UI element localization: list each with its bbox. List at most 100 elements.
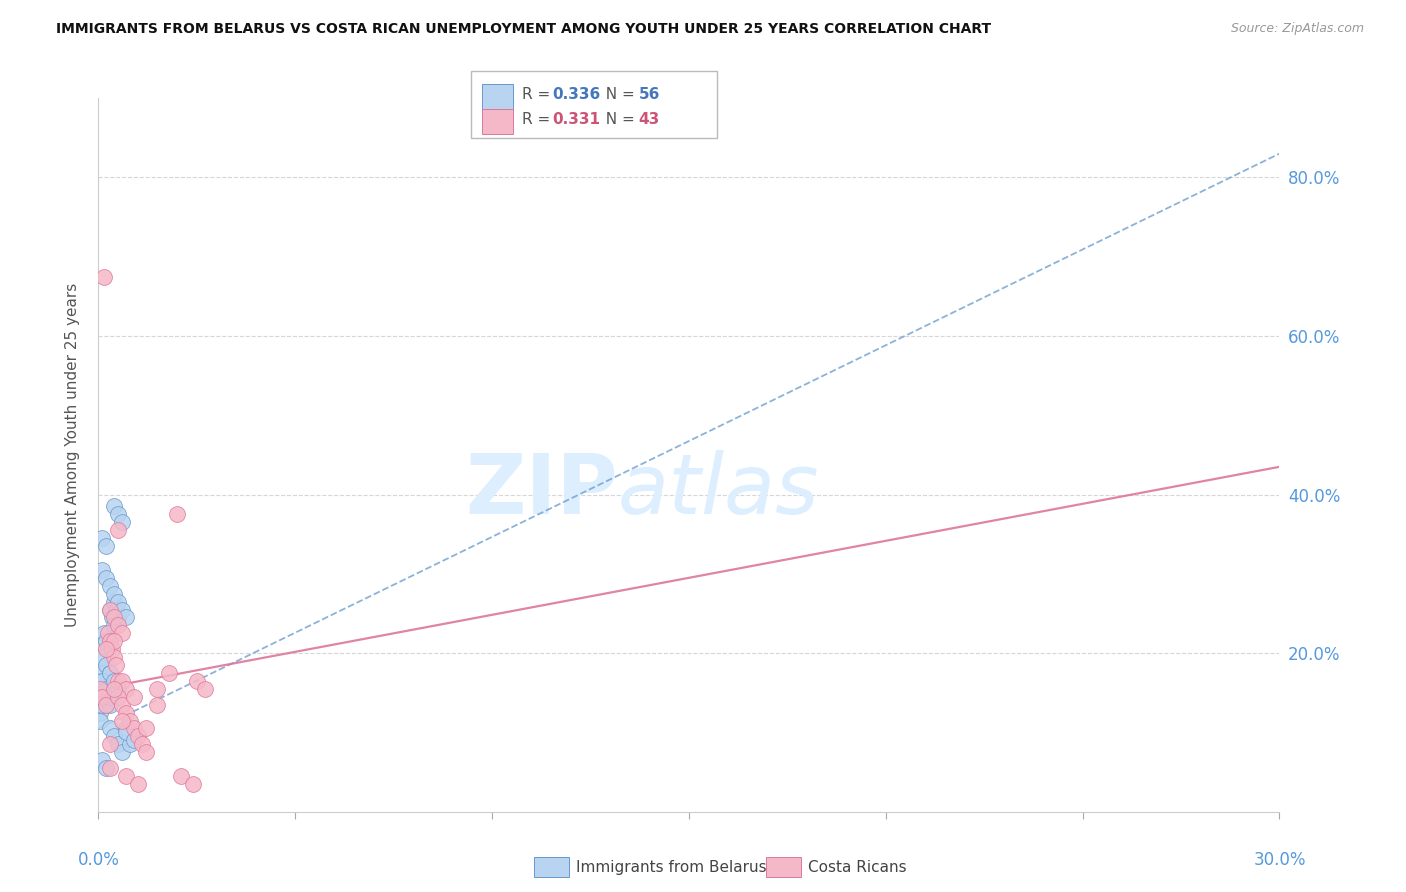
- Point: [103, 673, 125, 688]
- Text: 0.0%: 0.0%: [77, 851, 120, 869]
- Point: [93, 698, 115, 712]
- Point: [96, 690, 118, 704]
- Text: 0.331: 0.331: [553, 112, 600, 127]
- Point: [107, 508, 129, 522]
- Point: [89, 681, 111, 696]
- Point: [91, 690, 114, 704]
- Text: 30.0%: 30.0%: [1253, 851, 1306, 869]
- Point: [91, 673, 114, 688]
- Point: [135, 722, 157, 736]
- Point: [91, 531, 114, 545]
- Point: [97, 626, 120, 640]
- Point: [91, 690, 114, 704]
- Point: [111, 626, 134, 640]
- Point: [96, 539, 118, 553]
- Point: [146, 698, 169, 712]
- Point: [166, 508, 188, 522]
- Point: [89, 706, 111, 720]
- Point: [96, 642, 118, 657]
- Point: [111, 714, 134, 728]
- Point: [186, 673, 208, 688]
- Point: [107, 594, 129, 608]
- Text: R =: R =: [522, 112, 555, 127]
- Point: [96, 698, 118, 712]
- Point: [122, 690, 145, 704]
- Point: [103, 610, 125, 624]
- Point: [135, 745, 157, 759]
- Point: [107, 610, 129, 624]
- Point: [97, 681, 120, 696]
- Y-axis label: Unemployment Among Youth under 25 years: Unemployment Among Youth under 25 years: [65, 283, 80, 627]
- Text: N =: N =: [596, 87, 640, 103]
- Point: [107, 681, 129, 696]
- Point: [122, 733, 145, 747]
- Point: [146, 681, 169, 696]
- Point: [91, 698, 114, 712]
- Point: [103, 730, 125, 744]
- Point: [93, 673, 115, 688]
- Point: [118, 737, 141, 751]
- Point: [194, 681, 217, 696]
- Point: [96, 634, 118, 648]
- Point: [98, 602, 121, 616]
- Point: [93, 690, 115, 704]
- Point: [131, 737, 153, 751]
- Point: [98, 665, 121, 680]
- Point: [115, 769, 138, 783]
- Point: [93, 626, 115, 640]
- Text: 56: 56: [638, 87, 659, 103]
- Point: [103, 587, 125, 601]
- Point: [122, 722, 145, 736]
- Point: [98, 737, 121, 751]
- Text: Costa Ricans: Costa Ricans: [808, 860, 907, 874]
- Point: [115, 722, 138, 736]
- Point: [111, 745, 134, 759]
- Point: [98, 761, 121, 775]
- Point: [98, 579, 121, 593]
- Point: [115, 681, 138, 696]
- Text: 43: 43: [638, 112, 659, 127]
- Point: [115, 706, 138, 720]
- Point: [96, 658, 118, 673]
- Point: [111, 602, 134, 616]
- Point: [96, 681, 118, 696]
- Point: [91, 563, 114, 577]
- Point: [118, 714, 141, 728]
- Point: [98, 690, 121, 704]
- Point: [170, 769, 193, 783]
- Point: [111, 673, 134, 688]
- Point: [93, 269, 115, 284]
- Point: [103, 500, 125, 514]
- Point: [103, 618, 125, 632]
- Point: [127, 777, 149, 791]
- Point: [107, 618, 129, 632]
- Point: [98, 698, 121, 712]
- Point: [107, 523, 129, 537]
- Point: [105, 658, 128, 673]
- Point: [89, 681, 111, 696]
- Point: [115, 725, 138, 739]
- Text: 0.336: 0.336: [553, 87, 600, 103]
- Point: [98, 634, 121, 648]
- Point: [157, 665, 180, 680]
- Point: [111, 516, 134, 530]
- Point: [91, 690, 114, 704]
- Text: N =: N =: [596, 112, 640, 127]
- Point: [103, 634, 125, 648]
- Text: Immigrants from Belarus: Immigrants from Belarus: [576, 860, 768, 874]
- Point: [96, 681, 118, 696]
- Point: [97, 642, 120, 657]
- Point: [103, 650, 125, 665]
- Point: [101, 610, 124, 624]
- Point: [107, 737, 129, 751]
- Point: [98, 722, 121, 736]
- Point: [96, 681, 118, 696]
- Point: [96, 761, 118, 775]
- Text: atlas: atlas: [619, 450, 820, 531]
- Point: [91, 665, 114, 680]
- Point: [111, 698, 134, 712]
- Point: [115, 610, 138, 624]
- Point: [91, 753, 114, 767]
- Text: ZIP: ZIP: [465, 450, 619, 531]
- Point: [127, 730, 149, 744]
